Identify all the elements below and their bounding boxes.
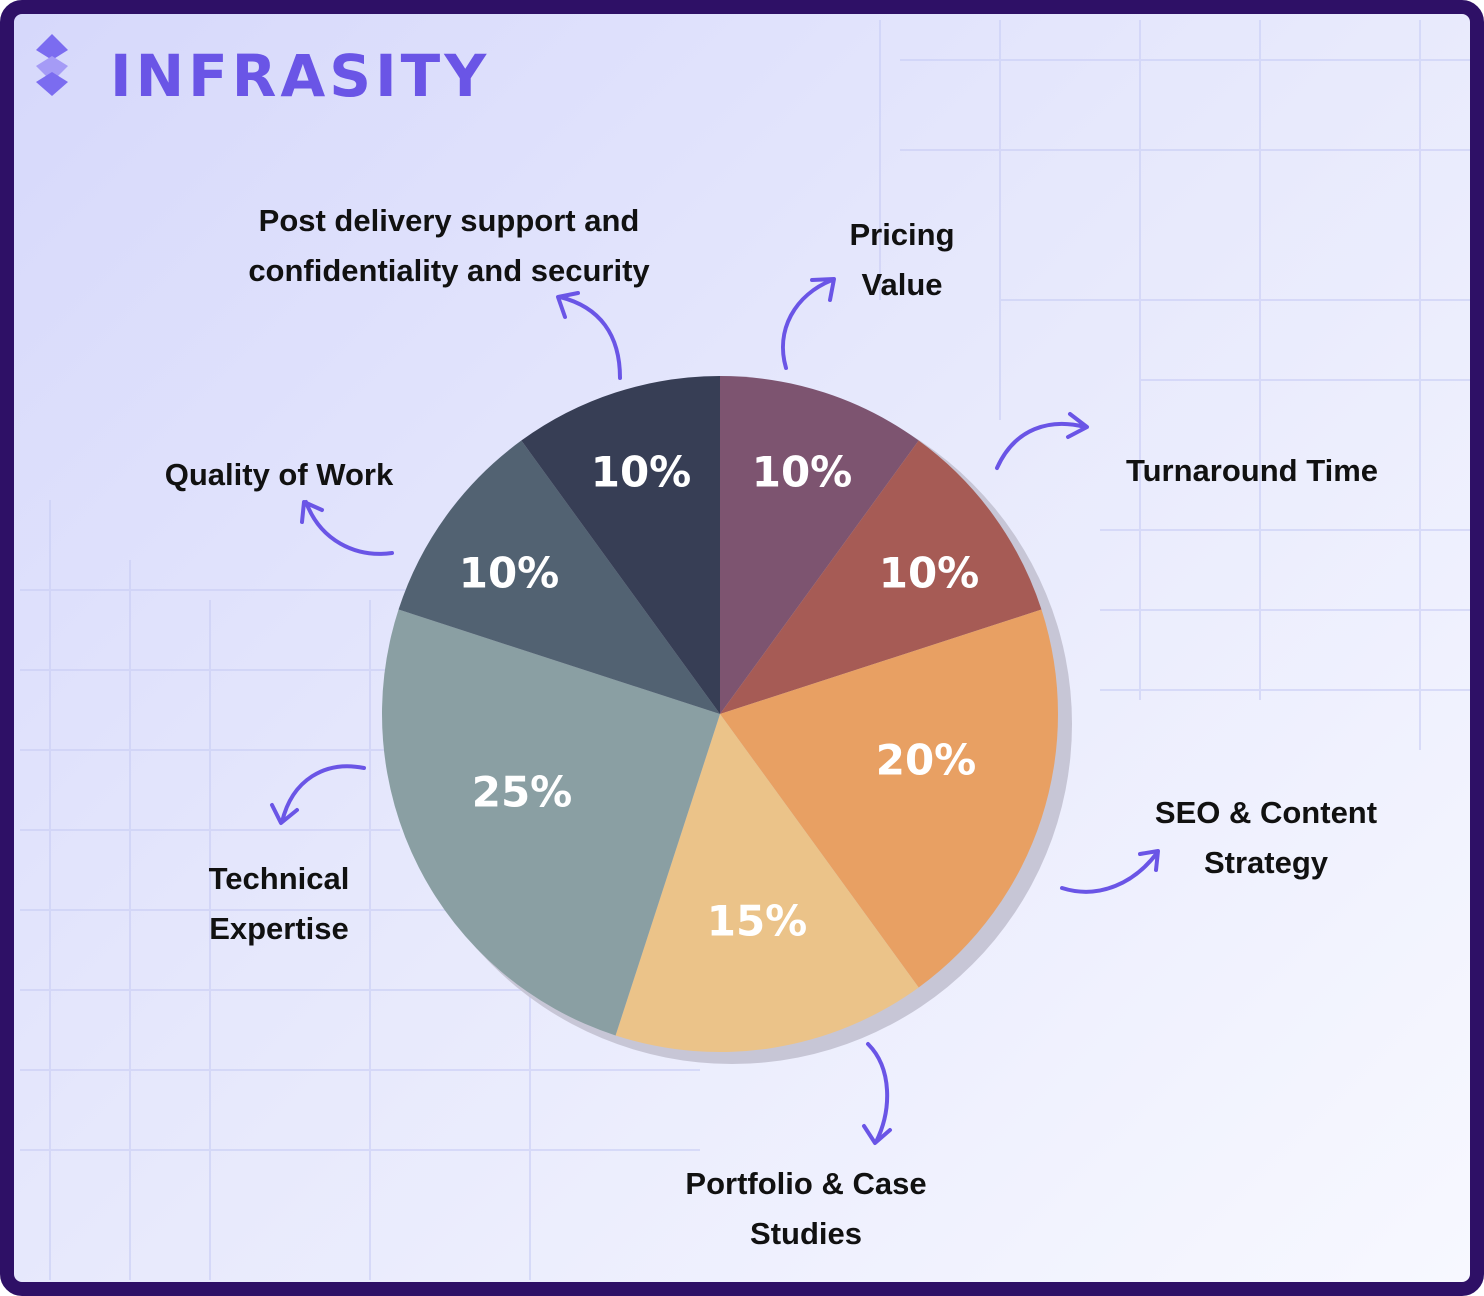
category-label: Technical Expertise (208, 861, 350, 946)
category-label: Pricing Value (849, 217, 955, 302)
pie-slice (398, 440, 720, 714)
logo-icon (36, 34, 68, 96)
category-label: Portfolio & Case Studies (685, 1166, 927, 1251)
arrows (270, 277, 1160, 1145)
value-label: 10% (591, 448, 692, 497)
pie-slice (720, 376, 919, 714)
value-label: 25% (472, 768, 573, 817)
pie-slice (521, 376, 720, 714)
pie-slice (381, 609, 720, 1036)
category-label: Turnaround Time (1125, 453, 1379, 488)
value-label: 15% (707, 897, 808, 946)
pie-slice (720, 609, 1058, 988)
value-label: 10% (459, 549, 560, 598)
value-label: 20% (876, 736, 977, 785)
chart: 10% 10% 20% 15% 25% 10% 10% (20, 20, 1470, 1280)
value-label: 10% (879, 549, 980, 598)
category-label: Post delivery support and confidentialit… (248, 203, 650, 288)
value-label: 10% (752, 448, 853, 497)
category-label: Quality of Work (164, 457, 394, 492)
logo: INFRASITY (110, 42, 491, 110)
pie-slice (615, 714, 919, 1052)
category-label: SEO & Content Strategy (1154, 795, 1378, 880)
pie-slice (720, 440, 1042, 714)
